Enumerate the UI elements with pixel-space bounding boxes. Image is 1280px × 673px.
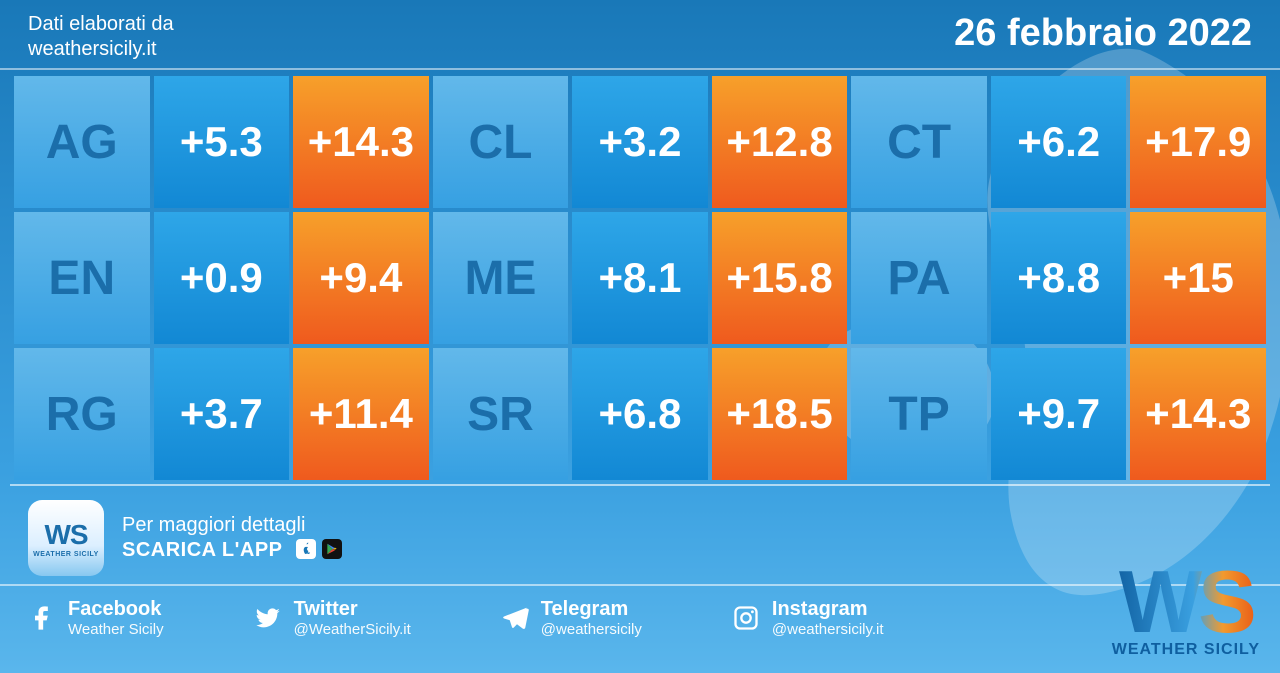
province-code: AG bbox=[14, 76, 150, 208]
social-twitter[interactable]: Twitter @WeatherSicily.it bbox=[254, 598, 411, 638]
promo-line-1: Per maggiori dettagli bbox=[122, 513, 342, 538]
social-handle: @weathersicily bbox=[541, 621, 642, 638]
temp-low: +6.8 bbox=[572, 348, 708, 480]
brand-logo-text: WS bbox=[1112, 562, 1260, 641]
province-code: PA bbox=[851, 212, 987, 344]
social-facebook[interactable]: Facebook Weather Sicily bbox=[28, 598, 164, 638]
province-code: SR bbox=[433, 348, 569, 480]
header: Dati elaborati da weathersicily.it 26 fe… bbox=[0, 0, 1280, 70]
temp-high: +11.4 bbox=[293, 348, 429, 480]
social-telegram[interactable]: Telegram @weathersicily bbox=[501, 598, 642, 638]
social-handle: @weathersicily.it bbox=[772, 621, 884, 638]
appstore-icon[interactable] bbox=[296, 539, 316, 559]
promo-text: Per maggiori dettagli SCARICA L'APP bbox=[122, 513, 342, 563]
temp-high: +17.9 bbox=[1130, 76, 1266, 208]
data-source: Dati elaborati da weathersicily.it bbox=[28, 12, 174, 62]
social-name: Twitter bbox=[294, 598, 411, 621]
date: 26 febbraio 2022 bbox=[954, 12, 1252, 55]
app-icon-text: WS bbox=[44, 519, 87, 551]
temp-high: +14.3 bbox=[1130, 348, 1266, 480]
temp-low: +6.2 bbox=[991, 76, 1127, 208]
social-links: Facebook Weather Sicily Twitter @Weather… bbox=[0, 586, 1280, 638]
brand-logo-subtext: WEATHER SICILY bbox=[1112, 641, 1260, 659]
temp-high: +15 bbox=[1130, 212, 1266, 344]
temp-low: +8.1 bbox=[572, 212, 708, 344]
app-icon[interactable]: WS WEATHER SICILY bbox=[28, 500, 104, 576]
facebook-icon bbox=[28, 604, 56, 632]
temp-low: +0.9 bbox=[154, 212, 290, 344]
social-name: Telegram bbox=[541, 598, 642, 621]
brand-logo: WS WEATHER SICILY bbox=[1112, 562, 1260, 659]
temp-high: +18.5 bbox=[712, 348, 848, 480]
temp-high: +12.8 bbox=[712, 76, 848, 208]
app-promo: WS WEATHER SICILY Per maggiori dettagli … bbox=[0, 486, 1280, 586]
temp-low: +3.2 bbox=[572, 76, 708, 208]
playstore-icon[interactable] bbox=[322, 539, 342, 559]
province-code: CL bbox=[433, 76, 569, 208]
province-code: TP bbox=[851, 348, 987, 480]
province-code: CT bbox=[851, 76, 987, 208]
temp-low: +5.3 bbox=[154, 76, 290, 208]
province-code: ME bbox=[433, 212, 569, 344]
social-instagram[interactable]: Instagram @weathersicily.it bbox=[732, 598, 884, 638]
telegram-icon bbox=[501, 604, 529, 632]
promo-line-2: SCARICA L'APP bbox=[122, 539, 283, 561]
instagram-icon bbox=[732, 604, 760, 632]
social-handle: @WeatherSicily.it bbox=[294, 621, 411, 638]
social-handle: Weather Sicily bbox=[68, 621, 164, 638]
temp-low: +9.7 bbox=[991, 348, 1127, 480]
source-line-1: Dati elaborati da bbox=[28, 12, 174, 37]
temp-low: +3.7 bbox=[154, 348, 290, 480]
social-name: Instagram bbox=[772, 598, 884, 621]
temp-low: +8.8 bbox=[991, 212, 1127, 344]
temperature-grid: AG +5.3 +14.3 CL +3.2 +12.8 CT +6.2 +17.… bbox=[0, 70, 1280, 484]
app-icon-subtext: WEATHER SICILY bbox=[33, 551, 99, 558]
province-code: EN bbox=[14, 212, 150, 344]
temp-high: +15.8 bbox=[712, 212, 848, 344]
province-code: RG bbox=[14, 348, 150, 480]
temp-high: +9.4 bbox=[293, 212, 429, 344]
twitter-icon bbox=[254, 604, 282, 632]
temp-high: +14.3 bbox=[293, 76, 429, 208]
social-name: Facebook bbox=[68, 598, 164, 621]
source-line-2: weathersicily.it bbox=[28, 37, 174, 62]
